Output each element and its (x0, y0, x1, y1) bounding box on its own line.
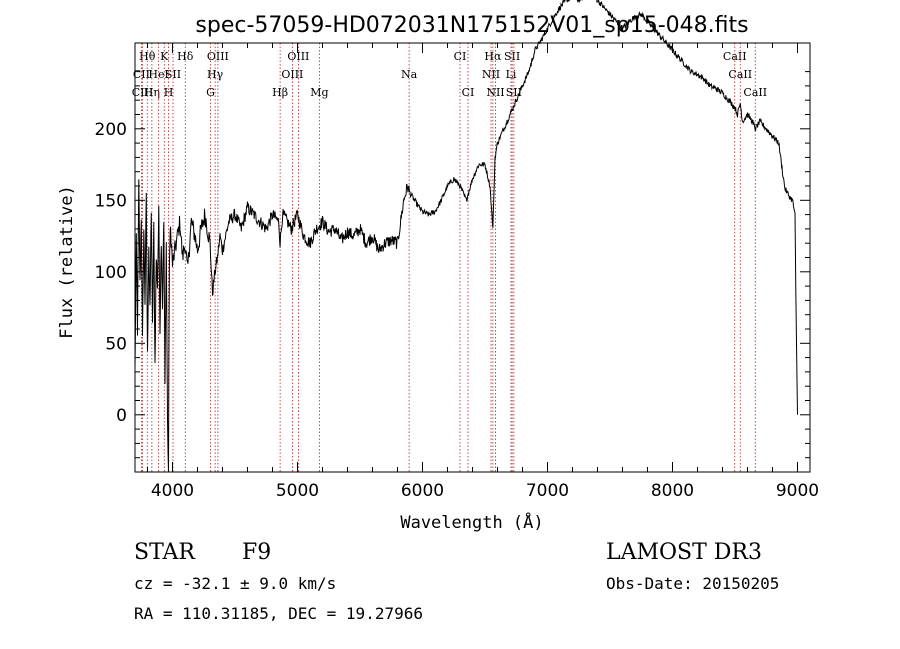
line-label-16: Na (401, 68, 418, 81)
object-subclass: F9 (242, 540, 272, 565)
line-label-3: Hη (144, 86, 160, 99)
coordinates: RA = 110.31185, DEC = 19.27966 (134, 604, 423, 623)
line-label-17: CI (454, 50, 467, 63)
y-tick-label-0: 0 (116, 406, 127, 426)
x-tick-label-9000: 9000 (776, 481, 819, 501)
line-label-18: CI (462, 86, 475, 99)
line-label-21: NII (486, 86, 504, 99)
line-label-26: CaII (728, 68, 752, 81)
line-label-5: K (160, 50, 169, 63)
x-tick-label-7000: 7000 (526, 481, 569, 501)
line-label-9: OIII (207, 50, 229, 63)
line-label-14: Hβ (272, 86, 288, 99)
y-tick-label-100: 100 (95, 263, 127, 283)
flux-series-line (134, 0, 798, 473)
x-tick-label-4000: 4000 (151, 481, 194, 501)
y-axis-label: Flux (relative) (57, 185, 77, 339)
object-class: STAR (134, 540, 195, 565)
survey-name: LAMOST DR3 (606, 540, 762, 565)
line-label-13: OIII (281, 68, 303, 81)
line-label-6: H (164, 86, 174, 99)
chart-title: spec-57059-HD072031N175152V01_sp15-048.f… (195, 13, 748, 38)
y-tick-label-50: 50 (105, 334, 127, 354)
line-label-8: Hδ (177, 50, 194, 63)
x-tick-label-6000: 6000 (401, 481, 444, 501)
line-label-25: CaII (723, 50, 747, 63)
x-axis-label: Wavelength (Å) (400, 511, 543, 533)
line-label-12: OIII (287, 50, 309, 63)
observation-date: Obs-Date: 20150205 (606, 574, 780, 593)
line-label-22: SII (504, 50, 520, 63)
line-label-20: NII (482, 68, 500, 81)
line-label-11: G (206, 86, 215, 99)
line-label-19: Hα (484, 50, 502, 63)
y-tick-label-150: 150 (95, 191, 127, 211)
line-label-10: Hγ (207, 68, 224, 81)
line-label-7: SII (165, 68, 181, 81)
line-label-4: HeI (148, 68, 168, 81)
redshift-value: cz = -32.1 ± 9.0 km/s (134, 574, 337, 593)
axis-ticks: 4000 5000 6000 7000 8000 9000 0 50 100 150 200 (95, 43, 819, 501)
line-label-23: Li (506, 68, 517, 81)
line-label-27: CaII (743, 86, 767, 99)
x-tick-label-5000: 5000 (276, 481, 319, 501)
plot-frame (134, 42, 811, 473)
y-tick-label-200: 200 (95, 120, 127, 140)
line-label-0: Hθ (139, 50, 156, 63)
line-label-2: CIII (132, 86, 153, 99)
line-label-15: Mg (310, 86, 328, 99)
x-tick-label-8000: 8000 (651, 481, 694, 501)
